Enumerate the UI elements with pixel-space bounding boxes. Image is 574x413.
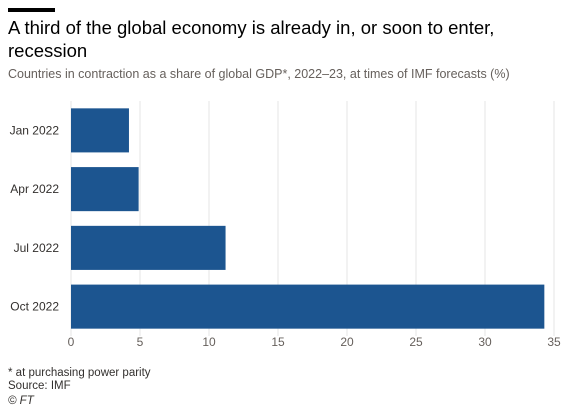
chart-subtitle: Countries in contraction as a share of g… xyxy=(8,67,510,81)
brand-accent-bar xyxy=(8,8,55,12)
x-tick-label: 20 xyxy=(340,335,354,349)
x-axis-tick-labels: 0 5 10 15 20 25 30 35 xyxy=(68,335,561,349)
x-tick-label: 30 xyxy=(478,335,492,349)
copyright-note: © FT xyxy=(8,395,34,407)
chart-title: A third of the global economy is already… xyxy=(8,17,495,61)
source-note: Source: IMF xyxy=(8,380,71,392)
category-label: Oct 2022 xyxy=(10,300,59,314)
bar xyxy=(71,167,139,212)
x-tick-label: 15 xyxy=(271,335,285,349)
footnote: * at purchasing power parity xyxy=(8,367,151,379)
bar xyxy=(71,225,226,270)
x-tick-label: 5 xyxy=(137,335,144,349)
x-tick-label: 10 xyxy=(202,335,216,349)
bar xyxy=(71,108,129,153)
category-labels: Jan 2022 Apr 2022 Jul 2022 Oct 2022 xyxy=(10,123,60,313)
category-label: Jul 2022 xyxy=(14,241,60,255)
bars xyxy=(71,108,545,329)
category-label: Jan 2022 xyxy=(10,123,60,137)
x-tick-label: 0 xyxy=(68,335,75,349)
bar xyxy=(71,284,545,329)
x-tick-label: 35 xyxy=(547,335,561,349)
category-label: Apr 2022 xyxy=(10,182,59,196)
x-tick-label: 25 xyxy=(409,335,423,349)
